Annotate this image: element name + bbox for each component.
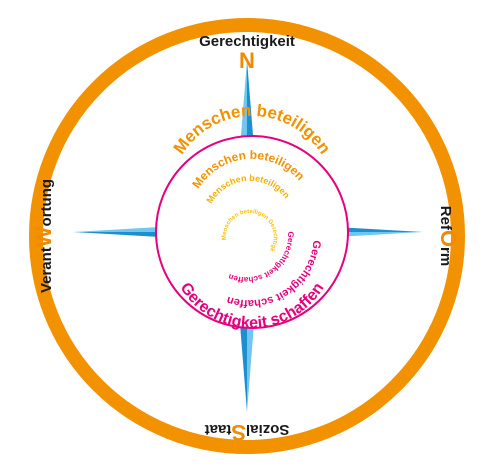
north-letter: N — [239, 48, 255, 73]
east-letter: O — [436, 230, 461, 247]
west-label-group: VerantWortung — [31, 179, 56, 293]
north-label: Gerechtigkeit — [199, 33, 295, 50]
east-label-group: RefOrm — [436, 206, 461, 266]
south-label-group: SozialStaat — [205, 420, 290, 445]
west-letter: W — [31, 226, 56, 247]
east-label: RefOrm — [436, 206, 461, 266]
inner-circle — [155, 135, 349, 329]
south-letter: S — [231, 420, 246, 445]
outer-ring — [29, 18, 465, 454]
south-label: SozialStaat — [205, 420, 290, 445]
west-label: VerantWortung — [31, 179, 56, 293]
